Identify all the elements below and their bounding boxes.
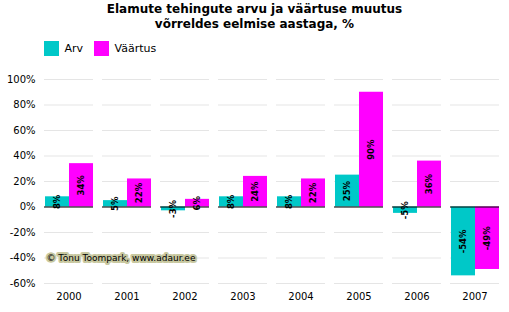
svg-text:-3%: -3% xyxy=(168,199,178,217)
svg-text:2006: 2006 xyxy=(404,290,429,301)
svg-text:2004: 2004 xyxy=(288,290,313,301)
html-text:Elamute tehingute arvu ja väär: Elamute tehingute arvu ja väärtuse muutu… xyxy=(106,2,403,31)
svg-text:60%: 60% xyxy=(13,124,35,135)
svg-text:24%: 24% xyxy=(250,181,260,202)
svg-text:2005: 2005 xyxy=(346,290,371,301)
svg-text:34%: 34% xyxy=(76,174,86,195)
svg-text:80%: 80% xyxy=(13,99,35,110)
svg-text:22%: 22% xyxy=(308,182,318,203)
svg-text:-54%: -54% xyxy=(458,229,468,253)
svg-text:2003: 2003 xyxy=(230,290,255,301)
svg-text:25%: 25% xyxy=(342,180,352,201)
svg-text:8%: 8% xyxy=(284,194,294,209)
svg-text:22%: 22% xyxy=(134,182,144,203)
svg-text:2001: 2001 xyxy=(114,290,139,301)
svg-text:-60%: -60% xyxy=(10,277,36,288)
svg-text:2000: 2000 xyxy=(56,290,81,301)
svg-text:-49%: -49% xyxy=(482,225,492,249)
svg-text:40%: 40% xyxy=(13,150,35,161)
svg-text:20%: 20% xyxy=(13,175,35,186)
svg-text:-40%: -40% xyxy=(10,252,36,263)
svg-text:0%: 0% xyxy=(20,201,36,212)
svg-text:5%: 5% xyxy=(110,196,120,211)
svg-text:90%: 90% xyxy=(366,138,376,159)
svg-text:-20%: -20% xyxy=(10,226,36,237)
svg-text:2007: 2007 xyxy=(462,290,487,301)
svg-text:2002: 2002 xyxy=(172,290,197,301)
svg-text:© Tõnu Toompark, www.adaur.ee: © Tõnu Toompark, www.adaur.ee xyxy=(47,252,196,262)
svg-text:100%: 100% xyxy=(7,73,36,84)
svg-text:6%: 6% xyxy=(192,195,202,210)
html-text:Väärtus: Väärtus xyxy=(114,42,157,55)
svg-text:8%: 8% xyxy=(226,194,236,209)
html-text:Arv: Arv xyxy=(64,42,84,55)
svg-text:36%: 36% xyxy=(424,173,434,194)
svg-text:-5%: -5% xyxy=(400,200,410,218)
svg-text:8%: 8% xyxy=(52,194,62,209)
